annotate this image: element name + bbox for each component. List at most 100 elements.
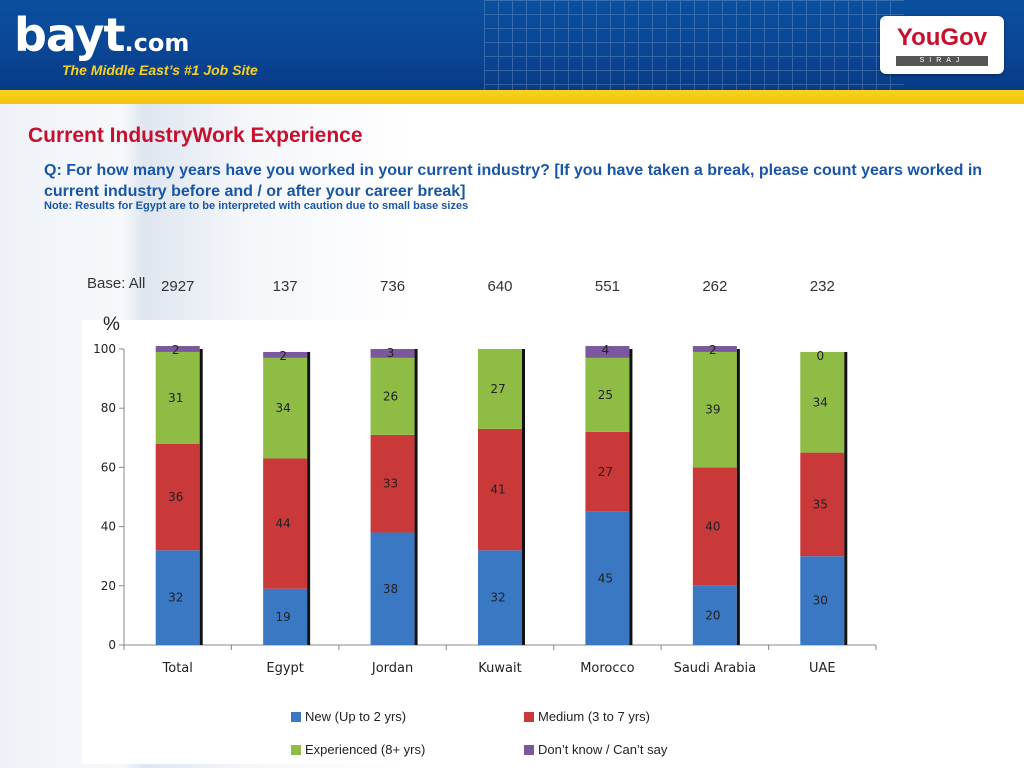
y-tick-label: 0 xyxy=(108,638,116,652)
bar-segment xyxy=(800,351,845,453)
bar-shadow xyxy=(522,349,525,645)
data-label: 2 xyxy=(709,343,717,357)
data-label: 41 xyxy=(490,483,505,497)
bar-shadow xyxy=(629,349,633,645)
data-label: 26 xyxy=(383,389,398,403)
bar-segment xyxy=(370,532,415,645)
bar-segment xyxy=(370,349,415,358)
y-tick-label: 60 xyxy=(101,460,116,474)
chart-panel: 0 20 40 60 80 100 32 36 31 2 Total 19 44 34 2 Egypt 38 33… xyxy=(82,320,900,764)
data-label: 3 xyxy=(387,346,395,360)
data-label: 0 xyxy=(816,349,824,363)
bar-segment xyxy=(263,458,308,589)
bar-segment xyxy=(692,351,737,468)
data-label: 27 xyxy=(490,382,505,396)
legend-swatch xyxy=(524,744,534,755)
bar-segment xyxy=(478,428,522,551)
legend-label: Experienced (8+ yrs) xyxy=(305,742,426,757)
legend-label: Medium (3 to 7 yrs) xyxy=(538,709,650,724)
bar-segment xyxy=(263,588,308,645)
data-label: 40 xyxy=(705,520,720,534)
header-banner: bayt.com The Middle East’s #1 Job Site Y… xyxy=(0,0,1024,90)
base-count: 2927 xyxy=(161,278,195,295)
bar-segment xyxy=(585,346,630,358)
legend-swatch xyxy=(291,744,301,755)
data-label: 32 xyxy=(168,591,183,605)
bar-segment xyxy=(155,346,200,352)
x-category-label: Egypt xyxy=(266,661,304,676)
legend-label: Don’t know / Can’t say xyxy=(538,742,668,757)
base-count: 640 xyxy=(487,278,513,295)
bar-shadow xyxy=(199,349,203,645)
y-tick-label: 80 xyxy=(101,401,116,415)
legend-item: Don’t know / Can’t say xyxy=(524,742,667,757)
x-category-label: Morocco xyxy=(580,661,634,676)
bar-segment xyxy=(800,452,845,557)
base-count: 137 xyxy=(272,278,298,295)
data-label: 36 xyxy=(168,490,183,504)
data-label: 2 xyxy=(172,343,180,357)
yellow-stripe xyxy=(0,90,1024,104)
base-count: 736 xyxy=(380,278,406,295)
bar-segment xyxy=(263,357,308,459)
legend-item: New (Up to 2 yrs) xyxy=(291,709,406,724)
data-label: 39 xyxy=(705,403,720,417)
data-label: 38 xyxy=(383,582,398,596)
survey-question: Q: For how many years have you worked in… xyxy=(44,162,983,200)
bar-shadow xyxy=(736,349,740,645)
x-category-label: Kuwait xyxy=(478,661,521,676)
bar-segment xyxy=(585,357,630,432)
x-category-label: Total xyxy=(162,661,193,676)
data-label: 34 xyxy=(276,401,291,415)
bar-shadow xyxy=(844,351,848,645)
bar-segment xyxy=(800,556,845,645)
tagline: The Middle East’s #1 Job Site xyxy=(62,62,258,78)
data-label: 34 xyxy=(813,395,828,409)
data-label: 20 xyxy=(705,608,720,622)
x-category-label: Saudi Arabia xyxy=(674,661,757,676)
data-label: 32 xyxy=(490,591,505,605)
bayt-logo: bayt.com xyxy=(14,8,190,62)
data-label: 44 xyxy=(276,517,291,531)
percent-unit-label: % xyxy=(103,314,120,335)
bar-segment xyxy=(692,346,737,352)
base-count: 262 xyxy=(702,278,728,295)
data-label: 2 xyxy=(279,349,287,363)
data-label: 25 xyxy=(598,388,613,402)
bar-segment xyxy=(478,349,522,429)
legend-item: Experienced (8+ yrs) xyxy=(291,742,425,757)
data-label: 45 xyxy=(598,571,613,585)
legend-swatch xyxy=(291,711,301,722)
header-grid-decoration xyxy=(484,0,904,90)
bar-shadow xyxy=(414,349,418,645)
bar-segment xyxy=(370,434,415,533)
slide-title: Current IndustryWork Experience xyxy=(28,124,363,147)
base-label: Base: All xyxy=(87,275,146,292)
data-label: 31 xyxy=(168,391,183,405)
bar-segment xyxy=(692,585,737,645)
bar-segment xyxy=(692,467,737,586)
x-category-label: Jordan xyxy=(371,661,413,676)
legend-swatch xyxy=(524,711,534,722)
bar-shadow xyxy=(307,351,311,645)
bar-segment xyxy=(155,351,200,444)
bar-segment xyxy=(370,357,415,435)
data-label: 30 xyxy=(813,594,828,608)
stacked-bar-chart: 0204060801003236312Total1944342Egypt3833… xyxy=(93,342,877,676)
y-tick-label: 40 xyxy=(101,520,116,534)
y-tick-label: 20 xyxy=(101,579,116,593)
bar-segment xyxy=(585,511,630,645)
base-count: 232 xyxy=(809,278,835,295)
bar-segment xyxy=(478,550,522,645)
base-count: 551 xyxy=(594,278,620,295)
data-label: 4 xyxy=(602,343,610,357)
bar-segment xyxy=(585,431,630,512)
x-category-label: UAE xyxy=(809,661,836,676)
legend-item: Medium (3 to 7 yrs) xyxy=(524,709,650,724)
data-label: 27 xyxy=(598,465,613,479)
legend-label: New (Up to 2 yrs) xyxy=(305,709,407,724)
sample-note: Note: Results for Egypt are to be interp… xyxy=(44,200,469,212)
bar-segment xyxy=(155,550,200,645)
yougov-logo: YouGov SIRAJ xyxy=(880,16,1004,74)
data-label: 19 xyxy=(276,610,291,624)
